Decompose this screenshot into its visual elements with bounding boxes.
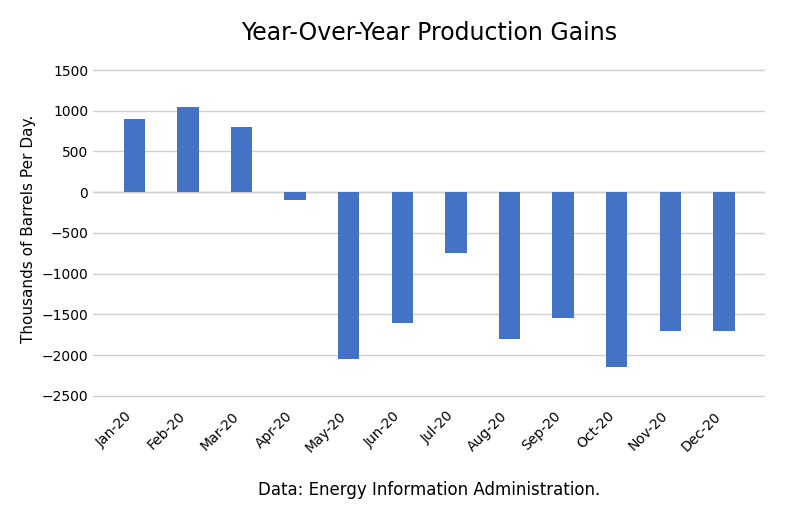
- Bar: [499, 192, 520, 339]
- Text: Data: Energy Information Administration.: Data: Energy Information Administration.: [258, 481, 601, 499]
- Bar: [338, 192, 359, 359]
- Bar: [445, 192, 467, 253]
- Bar: [123, 119, 145, 192]
- Bar: [177, 107, 199, 192]
- Bar: [553, 192, 574, 319]
- Bar: [391, 192, 413, 323]
- Bar: [285, 192, 306, 200]
- Title: Year-Over-Year Production Gains: Year-Over-Year Production Gains: [241, 21, 617, 45]
- Bar: [606, 192, 627, 367]
- Bar: [659, 192, 681, 330]
- Bar: [713, 192, 735, 330]
- Bar: [231, 127, 252, 192]
- Y-axis label: Thousands of Barrels Per Day.: Thousands of Barrels Per Day.: [21, 115, 36, 343]
